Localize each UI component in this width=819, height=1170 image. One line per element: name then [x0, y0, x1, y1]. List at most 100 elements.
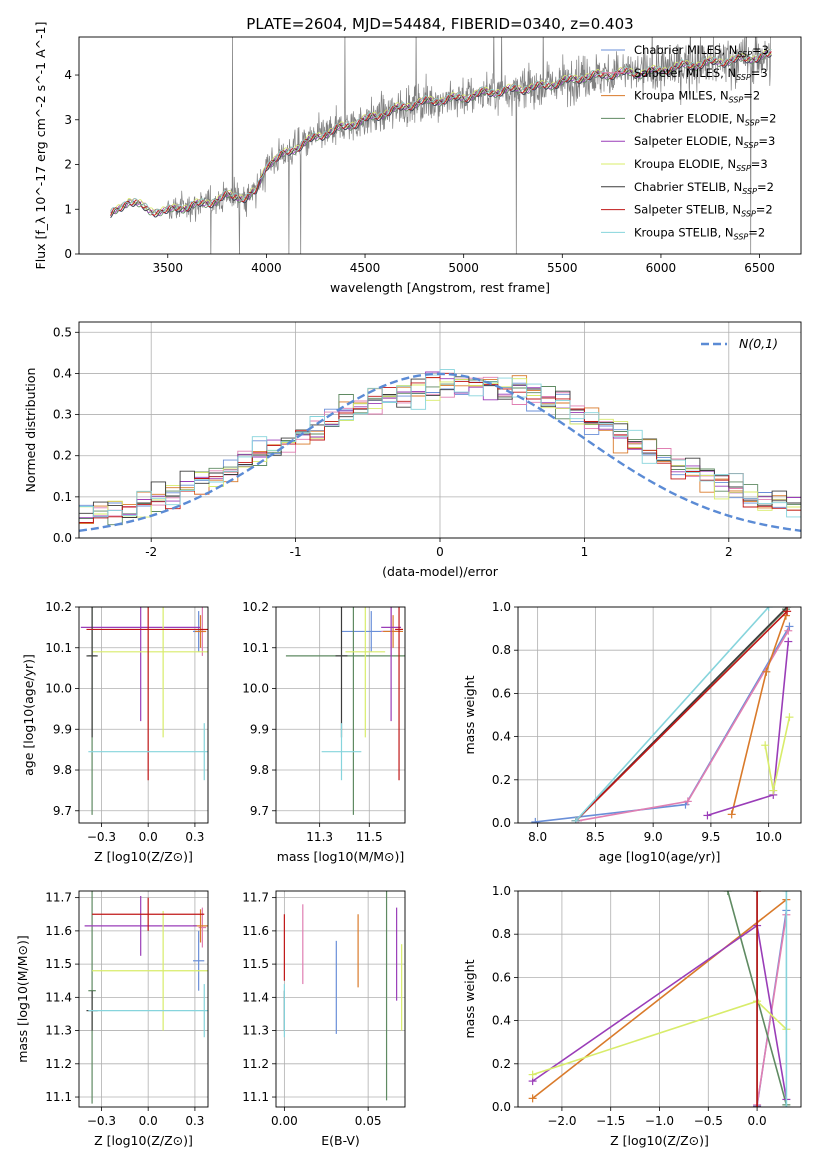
y-tick-label: 1.0: [492, 884, 511, 898]
y-tick-label: 9.9: [53, 722, 72, 736]
massweight-marker: [727, 810, 736, 819]
errorbar-point-2: [383, 615, 404, 648]
y-tick-label: 9.9: [250, 722, 269, 736]
errorbar-point-8: [321, 723, 362, 781]
plot-area: [84, 891, 208, 1104]
y-tick-label: 0.0: [492, 816, 511, 830]
gridlines: [79, 322, 801, 539]
y-tick-label: 9.7: [250, 804, 269, 818]
y-tick-label: 11.1: [45, 1090, 72, 1104]
errorbar-point-7: [86, 607, 208, 781]
massweight-marker: [571, 816, 580, 823]
y-tick-label: 11.5: [45, 957, 72, 971]
axes-frame: [78, 36, 802, 255]
x-tick-label: 8.0: [528, 830, 547, 844]
plot-area: [283, 891, 403, 1101]
y-tick-label: 0.6: [492, 686, 511, 700]
y-axis-label: mass weight: [462, 959, 477, 1038]
y-tick-label: 11.4: [242, 990, 269, 1004]
residual-legend: N(0,1): [701, 336, 778, 351]
errorbar-point-5: [92, 910, 208, 1031]
y-tick-label: 1: [64, 202, 72, 216]
x-tick-label: −0.3: [87, 830, 116, 844]
x-tick-label: 3500: [152, 261, 183, 275]
spectrum-legend: Chabrier MILES, NSSP=3 Salpeter MILES, NS…: [601, 43, 776, 241]
errorbar-point-6: [86, 607, 98, 738]
plot-area: [80, 607, 208, 815]
x-axis-label: Z [log10(Z/Z⊙)]: [94, 1133, 193, 1148]
y-axis-label: age [log10(age/yr)]: [21, 654, 36, 776]
errorbar-point-8: [88, 723, 208, 781]
errorbar-point-3: [285, 607, 405, 815]
x-axis-label: wavelength [Angstrom, rest frame]: [330, 280, 550, 295]
gridlines: [79, 606, 208, 823]
y-tick-label: 9.8: [53, 763, 72, 777]
panel-mass-vs-Z: −0.3 0.0 0.3 11.1 11.2 11.3 11.4 11.5 11.6 11.7 Z …: [15, 890, 209, 1148]
y-tick-label: 9.7: [53, 804, 72, 818]
y-tick-label: 0.0: [53, 531, 72, 545]
massweight-series-7: [575, 610, 788, 822]
y-tick-label: 0.2: [492, 773, 511, 787]
x-tick-label: 5500: [547, 261, 578, 275]
x-tick-label: 0.0: [139, 830, 158, 844]
errorbar-point-1: [198, 907, 207, 948]
x-tick-label: 10.0: [755, 830, 782, 844]
legend-entry: Kroupa STELIB, NSSP=2: [634, 225, 765, 241]
y-axis-label: mass [log10(M/M⊙)]: [15, 935, 30, 1063]
y-tick-label: 4: [64, 68, 72, 82]
y-tick-label: 1.0: [492, 600, 511, 614]
massweight-marker: [783, 607, 792, 616]
massweight-marker: [762, 667, 771, 676]
y-tick-label: 11.3: [45, 1024, 72, 1038]
panels: 3500 4000 4500 5000 5500 6000 6500 0 1 2 3 4 wavelen…: [15, 22, 802, 1148]
x-tick-label: 11.5: [356, 830, 383, 844]
y-tick-label: 0.2: [492, 1057, 511, 1071]
x-tick-label: -2: [145, 545, 157, 559]
plot-area: [110, 37, 772, 254]
y-tick-label: 11.1: [242, 1090, 269, 1104]
x-tick-label: 0.00: [271, 1114, 298, 1128]
legend-entry: Salpeter MILES, NSSP=3: [634, 66, 768, 82]
gridlines: [276, 891, 405, 1107]
x-tick-label: −0.3: [87, 1114, 116, 1128]
errorbar-point-4: [80, 607, 201, 722]
y-tick-label: 0.3: [53, 408, 72, 422]
x-tick-label: 5000: [448, 261, 479, 275]
x-tick-label: 11.3: [306, 830, 333, 844]
gridlines: [79, 891, 208, 1107]
massweight-series-4: [707, 641, 790, 817]
y-tick-label: 0.4: [492, 730, 511, 744]
y-tick-label: 10.1: [45, 641, 72, 655]
axes-frame: [78, 890, 209, 1108]
panel-age-vs-Z: −0.3 0.0 0.3 9.7 9.8 9.9 10.0 10.1 10.2 Z [log10(…: [21, 600, 209, 864]
gridlines: [276, 606, 405, 823]
x-tick-label: 0.3: [185, 830, 204, 844]
legend-entry: Salpeter ELODIE, NSSP=3: [634, 134, 775, 150]
errorbar-point-6: [335, 607, 348, 738]
errorbar-point-0: [193, 930, 205, 991]
y-tick-label: 9.8: [250, 763, 269, 777]
y-tick-label: 0.2: [53, 449, 72, 463]
figure-title: PLATE=2604, MJD=54484, FIBERID=0340, z=0…: [246, 15, 633, 33]
y-tick-label: 0.4: [492, 1014, 511, 1028]
axes-frame: [275, 890, 406, 1108]
legend-entry: Chabrier MILES, NSSP=3: [634, 43, 769, 59]
massweight-marker: [782, 891, 791, 895]
y-tick-label: 11.2: [45, 1057, 72, 1071]
panel-spectrum: 3500 4000 4500 5000 5500 6000 6500 0 1 2 3 4 wavelen…: [33, 22, 802, 295]
panel-mass-vs-ebv: 0.00 0.05 11.1 11.2 11.3 11.4 11.5 11.6 11.7 E(B-…: [242, 890, 406, 1148]
x-tick-label: 0: [436, 545, 444, 559]
x-tick-label: 6000: [646, 261, 677, 275]
massweight-series-1: [577, 630, 789, 822]
x-tick-label: 0.0: [139, 1114, 158, 1128]
axes-frame: [78, 606, 209, 824]
y-tick-label: 0.8: [492, 927, 511, 941]
x-axis-label: age [log10(age/yr)]: [599, 849, 721, 864]
x-tick-label: 6500: [744, 261, 775, 275]
y-tick-label: 0: [64, 247, 72, 261]
x-tick-label: 9.0: [644, 830, 663, 844]
plot-area: [79, 369, 801, 538]
massweight-marker: [761, 741, 770, 750]
errorbar-point-3: [88, 891, 96, 1104]
plot-area: [531, 607, 794, 823]
